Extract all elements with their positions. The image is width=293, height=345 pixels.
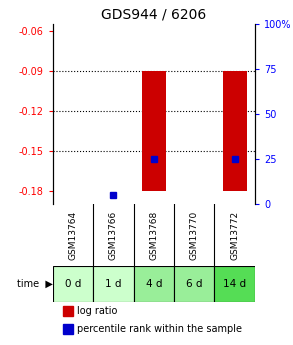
FancyBboxPatch shape [134,266,174,302]
Text: 0 d: 0 d [65,279,81,289]
Text: 1 d: 1 d [105,279,122,289]
Text: 14 d: 14 d [223,279,246,289]
FancyBboxPatch shape [214,266,255,302]
Bar [223,71,247,191]
FancyBboxPatch shape [53,266,93,302]
Text: GSM13772: GSM13772 [230,210,239,260]
Bar [142,71,166,191]
Bar [63,306,73,316]
Bar [63,324,73,335]
Text: log ratio: log ratio [77,306,117,316]
Text: time  ▶: time ▶ [17,279,53,289]
Title: GDS944 / 6206: GDS944 / 6206 [101,8,207,22]
FancyBboxPatch shape [93,266,134,302]
Text: GSM13768: GSM13768 [149,210,158,260]
Text: GSM13764: GSM13764 [69,210,77,260]
Text: percentile rank within the sample: percentile rank within the sample [77,324,242,334]
Text: GSM13766: GSM13766 [109,210,118,260]
Text: 6 d: 6 d [186,279,202,289]
FancyBboxPatch shape [174,266,214,302]
Text: GSM13770: GSM13770 [190,210,199,260]
Text: 4 d: 4 d [146,279,162,289]
